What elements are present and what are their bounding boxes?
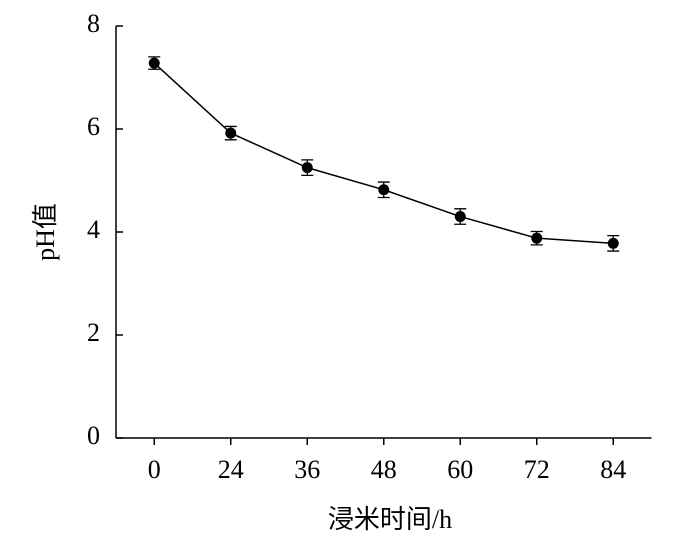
y-tick-label: 4 <box>87 215 100 244</box>
data-point <box>301 162 313 174</box>
data-point <box>225 127 237 139</box>
series-line <box>153 62 614 245</box>
x-axis-label: 浸米时间/h <box>328 505 452 534</box>
x-tick-label: 24 <box>218 455 244 484</box>
data-point <box>148 57 160 69</box>
y-tick-label: 8 <box>87 9 100 38</box>
x-tick-label: 36 <box>294 455 320 484</box>
y-tick-label: 6 <box>87 112 100 141</box>
data-point <box>378 184 390 196</box>
y-axis-label: pH值 <box>31 203 60 261</box>
y-tick-label: 2 <box>87 318 100 347</box>
x-tick-label: 84 <box>600 455 626 484</box>
x-tick-label: 60 <box>447 455 473 484</box>
data-point <box>454 211 466 223</box>
x-tick-label: 72 <box>524 455 550 484</box>
y-tick-label: 0 <box>87 421 100 450</box>
data-point <box>531 232 543 244</box>
x-tick-label: 0 <box>148 455 161 484</box>
data-point <box>607 237 619 249</box>
x-tick-label: 48 <box>371 455 397 484</box>
